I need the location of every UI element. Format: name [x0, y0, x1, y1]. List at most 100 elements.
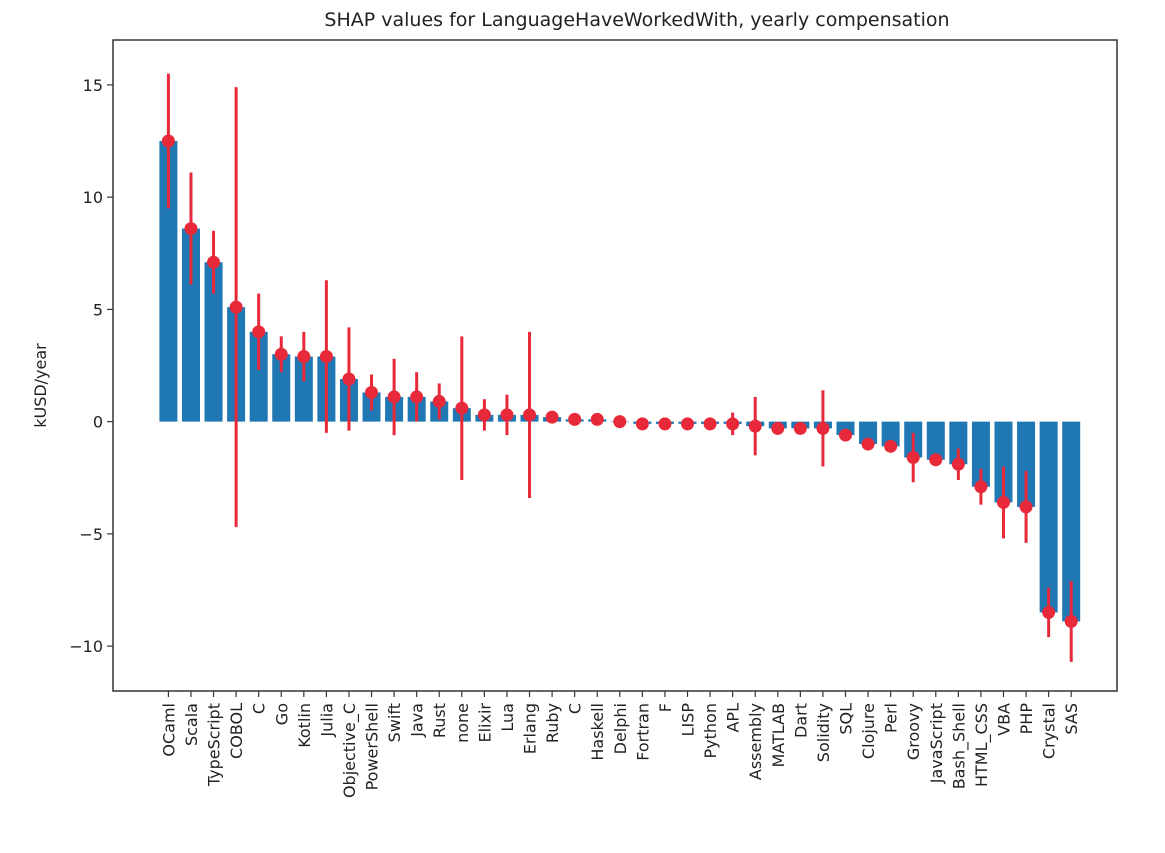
point-7 — [319, 350, 333, 364]
x-tick-label-30: SQL — [837, 703, 856, 735]
x-tick-label-8: Objective_C — [340, 703, 360, 798]
points-group — [161, 134, 1078, 628]
x-tick-label-19: Haskell — [588, 703, 607, 761]
bar-31 — [859, 421, 878, 445]
point-14 — [477, 408, 491, 422]
bar-36 — [971, 421, 990, 487]
y-tick-label-0: 15 — [83, 76, 103, 95]
point-15 — [500, 408, 514, 422]
point-34 — [929, 453, 943, 467]
point-8 — [342, 372, 356, 386]
point-28 — [793, 421, 807, 435]
x-tick-label-21: Fortran — [633, 703, 652, 761]
x-tick-label-17: Ruby — [543, 703, 562, 743]
x-tick-label-40: SAS — [1062, 703, 1081, 735]
bar-2 — [204, 262, 223, 422]
bar-37 — [994, 421, 1013, 503]
y-tick-label-2: 5 — [93, 300, 103, 319]
x-tick-label-4: C — [250, 703, 269, 714]
x-tick-label-24: Python — [701, 703, 720, 758]
y-axis-label: kUSD/year — [31, 343, 50, 428]
point-39 — [1042, 605, 1056, 619]
point-18 — [568, 412, 582, 426]
point-30 — [839, 428, 852, 442]
point-0 — [161, 134, 175, 148]
x-tick-label-18: C — [566, 703, 585, 714]
x-tick-label-38: PHP — [1017, 703, 1036, 735]
bar-32 — [881, 421, 900, 447]
x-tick-label-20: Delphi — [611, 703, 630, 754]
point-20 — [613, 415, 627, 429]
bar-4 — [249, 331, 268, 422]
y-tick-label-1: 10 — [83, 188, 103, 207]
x-tick-label-16: Erlang — [521, 703, 540, 754]
x-tick-label-37: VBA — [994, 703, 1013, 736]
point-38 — [1019, 500, 1033, 514]
point-26 — [748, 419, 762, 433]
x-ticks-group: OCaml Scala TypeScript COBOL C Go Kotlin Julia O… — [159, 691, 1081, 798]
point-3 — [229, 300, 243, 314]
x-tick-label-7: Julia — [317, 703, 336, 738]
x-tick-label-2: TypeScript — [205, 703, 224, 787]
point-25 — [726, 417, 740, 431]
y-tick-label-4: −5 — [79, 525, 103, 544]
x-tick-label-1: Scala — [182, 703, 201, 746]
point-31 — [861, 437, 875, 451]
point-13 — [455, 401, 469, 415]
plot-frame — [112, 39, 1118, 692]
chart-title: SHAP values for LanguageHaveWorkedWith, … — [324, 9, 949, 31]
point-10 — [387, 390, 401, 404]
bar-6 — [294, 356, 313, 422]
bars-group — [159, 141, 1081, 622]
x-tick-label-11: Java — [408, 703, 427, 738]
point-29 — [816, 421, 830, 435]
bar-38 — [1017, 421, 1036, 507]
x-tick-label-22: F — [656, 703, 675, 712]
y-tick-label-5: −10 — [69, 637, 103, 656]
point-24 — [703, 417, 717, 431]
bar-5 — [272, 354, 291, 422]
bar-39 — [1039, 421, 1058, 613]
point-9 — [365, 385, 379, 399]
point-16 — [523, 408, 537, 422]
x-tick-label-23: LISP — [679, 703, 698, 737]
y-ticks-group: 15 10 5 0 −5 −10 — [69, 76, 113, 656]
point-12 — [432, 394, 446, 408]
x-tick-label-29: Solidity — [814, 703, 833, 762]
x-tick-label-26: Assembly — [746, 703, 765, 780]
y-tick-label-3: 0 — [93, 413, 103, 432]
bar-0 — [159, 141, 178, 422]
x-tick-label-34: JavaScript — [927, 703, 946, 784]
point-22 — [658, 417, 672, 431]
x-tick-label-5: Go — [272, 703, 291, 725]
x-tick-label-0: OCaml — [159, 703, 178, 757]
point-37 — [996, 495, 1010, 509]
x-tick-label-14: Elixir — [475, 703, 494, 743]
x-tick-label-28: Dart — [791, 703, 810, 738]
bar-35 — [949, 421, 968, 465]
x-tick-label-39: Crystal — [1040, 703, 1059, 759]
point-1 — [184, 222, 198, 236]
x-tick-label-3: COBOL — [227, 703, 246, 759]
x-tick-label-31: Clojure — [859, 703, 878, 759]
x-tick-label-33: Groovy — [904, 703, 923, 760]
point-11 — [410, 390, 424, 404]
x-tick-label-10: Swift — [385, 703, 404, 742]
x-tick-label-35: Bash_Shell — [949, 703, 969, 789]
point-23 — [681, 417, 695, 431]
x-tick-label-6: Kotlin — [295, 703, 314, 748]
x-tick-label-12: Rust — [430, 703, 449, 738]
point-32 — [884, 439, 898, 453]
x-tick-label-27: MATLAB — [769, 703, 788, 767]
point-33 — [906, 451, 920, 465]
point-5 — [274, 347, 288, 361]
bar-40 — [1062, 421, 1081, 622]
bar-34 — [926, 421, 945, 460]
point-6 — [297, 350, 311, 364]
point-19 — [590, 412, 604, 426]
point-27 — [771, 421, 785, 435]
x-tick-label-9: PowerShell — [363, 703, 382, 790]
point-36 — [974, 480, 988, 494]
point-21 — [635, 417, 649, 431]
